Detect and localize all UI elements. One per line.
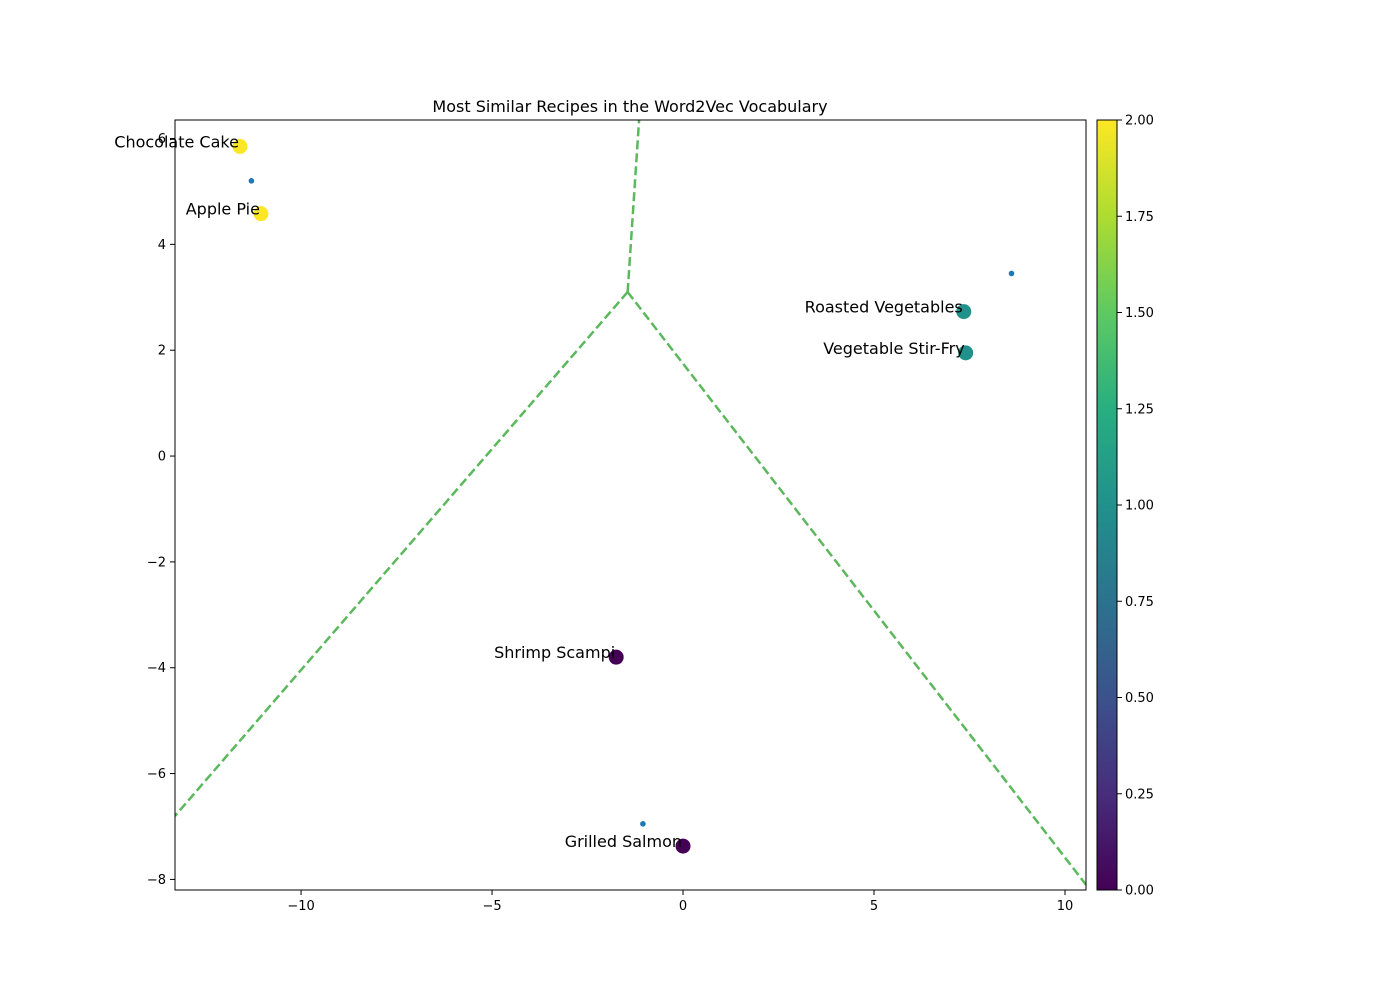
colorbar-tick-label: 0.50 (1125, 691, 1154, 706)
recipe-point (608, 649, 624, 665)
x-axis: −10 −5 0 5 10 (287, 890, 1073, 914)
y-tick-label: 4 (158, 238, 166, 253)
recipe-points (232, 138, 974, 854)
y-tick-label: 6 (158, 132, 166, 147)
y-tick-label: −8 (147, 873, 166, 888)
colorbar-gradient (1096, 119, 1118, 891)
x-tick-label: −10 (287, 899, 314, 914)
recipe-point (675, 838, 691, 854)
colorbar-tick-label: 1.50 (1125, 306, 1154, 321)
cluster-centroids (248, 178, 1015, 827)
recipe-label: Chocolate Cake (114, 132, 239, 151)
colorbar-tick-label: 1.75 (1125, 210, 1154, 225)
recipe-point (956, 304, 972, 320)
centroid-point (248, 178, 255, 184)
x-tick-label: −5 (482, 899, 501, 914)
boundary-line-2 (175, 291, 629, 817)
x-tick-label: 0 (679, 899, 687, 914)
colorbar-tick-label: 1.25 (1125, 402, 1154, 417)
recipe-labels: Chocolate Cake Apple Pie Roasted Vegetable… (114, 132, 964, 851)
colorbar-tick-label: 2.00 (1125, 114, 1154, 129)
centroid-point (1008, 270, 1015, 277)
y-tick-label: 0 (158, 450, 166, 465)
cluster-boundaries (175, 120, 1086, 886)
recipe-label: Grilled Salmon (565, 832, 682, 851)
recipe-point (232, 138, 248, 154)
recipe-label: Vegetable Stir-Fry (823, 339, 964, 358)
colorbar-tick-label: 0.00 (1125, 884, 1154, 899)
colorbar-ticks: 0.00 0.25 0.50 0.75 1.00 1.25 1.50 1.75 2.00 (1117, 114, 1154, 899)
y-tick-label: 2 (158, 344, 166, 359)
y-tick-label: −6 (147, 767, 166, 782)
boundary-line-3 (626, 291, 1086, 886)
recipe-label: Shrimp Scampi (494, 643, 615, 662)
recipe-point (253, 206, 269, 222)
colorbar-tick-label: 0.75 (1125, 595, 1154, 610)
y-axis: −8 −6 −4 −2 0 2 4 6 (147, 132, 175, 888)
boundary-line-1 (626, 120, 641, 293)
recipe-point (958, 345, 974, 361)
chart-title: Most Similar Recipes in the Word2Vec Voc… (432, 97, 827, 116)
x-tick-label: 5 (870, 899, 878, 914)
x-tick-label: 10 (1057, 899, 1074, 914)
colorbar-tick-label: 1.00 (1125, 499, 1154, 514)
y-tick-label: −2 (147, 555, 166, 570)
recipe-label: Roasted Vegetables (805, 298, 963, 317)
y-tick-label: −4 (147, 661, 166, 676)
centroid-point (640, 821, 646, 827)
colorbar: 0.00 0.25 0.50 0.75 1.00 1.25 1.50 1.75 2.00 (1096, 114, 1154, 899)
recipe-label: Apple Pie (186, 200, 260, 219)
plot-frame (174, 119, 1087, 891)
colorbar-tick-label: 0.25 (1125, 787, 1154, 802)
